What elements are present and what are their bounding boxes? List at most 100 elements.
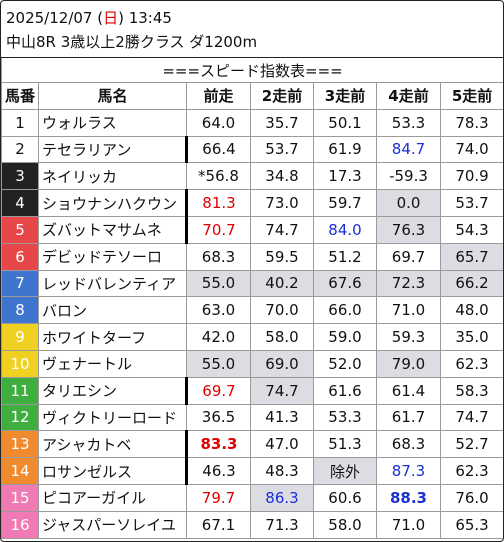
speed-index-2nd: 70.0 [250, 296, 314, 325]
speed-index-4th: 84.7 [376, 135, 441, 164]
speed-index-4th: 0.0 [376, 189, 441, 217]
col-header-4th: 4走前 [376, 82, 441, 110]
race-info: 中山8R 3歳以上2勝クラス ダ1200m [6, 33, 258, 51]
speed-index-5th: 74.0 [439, 135, 503, 164]
speed-index-3rd: 61.9 [313, 135, 377, 164]
speed-index-2nd: 69.0 [250, 349, 314, 378]
horse-number: 16 [1, 510, 39, 539]
horse-number: 14 [1, 457, 39, 485]
speed-index-3rd: 58.0 [313, 510, 377, 539]
speed-index-2nd: 35.7 [250, 108, 314, 137]
speed-index-3rd: 53.3 [313, 403, 377, 432]
table-row: 16 ジャスパーソレイユ 67.1 71.3 58.0 71.0 65.3 [1, 510, 503, 539]
speed-index-last: 79.7 [186, 483, 251, 512]
speed-index-2nd: 71.3 [250, 510, 314, 539]
date-prefix: 2025/12/07 ( [6, 9, 104, 27]
speed-index-5th: 35.0 [439, 323, 503, 351]
speed-index-4th: -59.3 [376, 162, 441, 191]
speed-index-last: *56.8 [186, 162, 251, 191]
speed-index-table: ===スピード指数表=== 馬番 馬名 前走 2走前 3走前 4走前 5走前 1… [1, 57, 503, 539]
speed-index-last: 55.0 [186, 269, 251, 298]
horse-name: ロサンゼルス [38, 457, 188, 485]
col-header-2nd: 2走前 [250, 82, 314, 110]
speed-index-5th: 65.7 [439, 242, 503, 271]
speed-index-4th: 59.3 [376, 323, 441, 351]
horse-number: 8 [1, 296, 39, 325]
horse-name: ホワイトターフ [38, 323, 187, 351]
table-row: 11 タリエシン 69.7 74.7 61.6 61.4 58.3 [1, 376, 503, 405]
horse-name: デビッドテソーロ [38, 242, 187, 271]
speed-index-3rd: 84.0 [313, 215, 377, 244]
speed-index-2nd: 59.5 [250, 242, 314, 271]
speed-index-3rd: 60.6 [313, 483, 377, 512]
speed-index-last: 68.3 [186, 242, 251, 271]
speed-index-5th: 62.3 [439, 457, 503, 485]
speed-index-last: 66.4 [186, 135, 251, 164]
table-row: 15 ピコアーガイル 79.7 86.3 60.6 88.3 76.0 [1, 483, 503, 512]
speed-index-3rd: 51.2 [313, 242, 377, 271]
col-header-number: 馬番 [1, 82, 39, 110]
speed-index-2nd: 58.0 [250, 323, 314, 351]
horse-number: 9 [1, 323, 39, 351]
horse-number: 2 [1, 135, 39, 164]
speed-index-3rd: 59.7 [313, 189, 377, 217]
table-row: 6 デビッドテソーロ 68.3 59.5 51.2 69.7 65.7 [1, 242, 503, 271]
table-row: 13 アシャカトベ 83.3 47.0 51.3 68.3 52.7 [1, 430, 503, 459]
speed-index-5th: 54.3 [439, 215, 503, 244]
speed-index-last: 46.3 [186, 457, 251, 485]
col-header-name: 馬名 [38, 82, 187, 110]
speed-index-4th: 88.3 [376, 483, 441, 512]
speed-index-2nd: 74.7 [250, 215, 314, 244]
speed-index-5th: 66.2 [439, 269, 503, 298]
speed-index-4th: 71.0 [376, 296, 441, 325]
speed-index-3rd: 59.0 [313, 323, 377, 351]
speed-index-last: 70.7 [186, 215, 251, 244]
speed-index-3rd: 51.3 [313, 430, 377, 459]
speed-index-4th: 72.3 [376, 269, 441, 298]
speed-index-5th: 52.7 [439, 430, 503, 459]
speed-index-4th: 53.3 [376, 108, 441, 137]
table-row: 7 レッドバレンティア 55.0 40.2 67.6 72.3 66.2 [1, 269, 503, 298]
speed-index-5th: 48.0 [439, 296, 503, 325]
speed-index-3rd: 67.6 [313, 269, 377, 298]
col-header-last: 前走 [186, 82, 251, 110]
table-row: 12 ヴィクトリーロード 36.5 41.3 53.3 61.7 74.7 [1, 403, 503, 432]
speed-index-3rd: 除外 [313, 457, 377, 485]
table-row: 1 ウォルラス 64.0 35.7 50.1 53.3 78.3 [1, 108, 503, 137]
speed-index-3rd: 66.0 [313, 296, 377, 325]
table-row: 4 ショウナンハクウン 81.3 73.0 59.7 0.0 53.7 [1, 189, 503, 217]
speed-index-5th: 76.0 [439, 483, 503, 512]
horse-name: ウォルラス [38, 108, 187, 137]
horse-number: 4 [1, 189, 39, 217]
speed-index-2nd: 53.7 [250, 135, 314, 164]
speed-index-last: 63.0 [186, 296, 251, 325]
speed-index-last: 69.7 [186, 376, 251, 405]
speed-index-last: 36.5 [186, 403, 251, 432]
speed-index-2nd: 73.0 [250, 189, 314, 217]
speed-index-2nd: 40.2 [250, 269, 314, 298]
horse-name: バロン [38, 296, 187, 325]
speed-index-2nd: 41.3 [250, 403, 314, 432]
speed-index-4th: 61.7 [376, 403, 441, 432]
speed-index-5th: 65.3 [439, 510, 503, 539]
speed-index-last: 64.0 [186, 108, 251, 137]
horse-number: 10 [1, 349, 39, 378]
horse-name: レッドバレンティア [38, 269, 187, 298]
horse-name: ジャスパーソレイユ [38, 510, 187, 539]
speed-index-2nd: 34.8 [250, 162, 314, 191]
speed-index-3rd: 17.3 [313, 162, 377, 191]
horse-name: テセラリアン [38, 135, 188, 164]
speed-index-3rd: 52.0 [313, 349, 377, 378]
race-datetime: 2025/12/07 (日) 13:45 [6, 8, 172, 28]
speed-index-4th: 87.3 [376, 457, 441, 485]
speed-index-2nd: 86.3 [250, 483, 314, 512]
horse-number: 7 [1, 269, 39, 298]
table-row: 5 ズバットマサムネ 70.7 74.7 84.0 76.3 54.3 [1, 215, 503, 244]
horse-name: ネイリッカ [38, 162, 187, 191]
speed-index-2nd: 47.0 [250, 430, 314, 459]
horse-number: 5 [1, 215, 39, 244]
table-row: 3 ネイリッカ *56.8 34.8 17.3 -59.3 70.9 [1, 162, 503, 191]
horse-number: 6 [1, 242, 39, 271]
speed-index-4th: 76.3 [376, 215, 441, 244]
